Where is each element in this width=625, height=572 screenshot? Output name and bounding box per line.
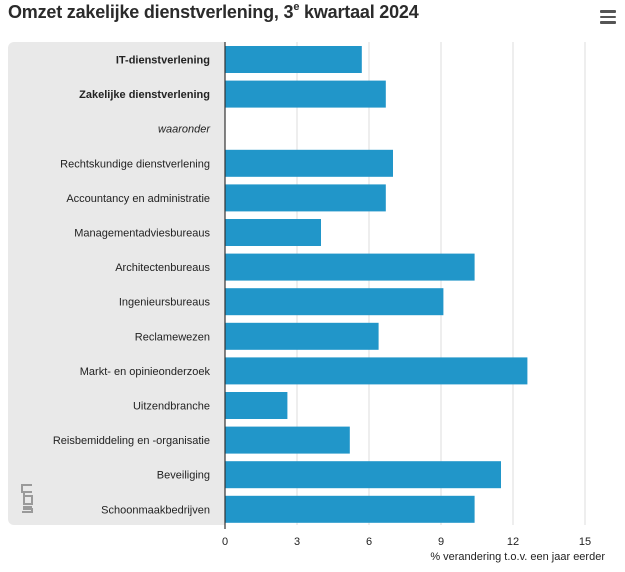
category-label: Architectenbureaus <box>115 262 210 274</box>
bar <box>225 288 444 316</box>
bar <box>225 426 350 454</box>
x-tick-label: 12 <box>507 536 519 548</box>
bar <box>225 184 386 212</box>
bar <box>225 392 288 419</box>
category-label: Schoonmaakbedrijven <box>101 504 210 516</box>
category-label: Managementadviesbureaus <box>74 228 210 240</box>
x-tick-label: 0 <box>222 536 228 548</box>
x-tick-label: 6 <box>366 536 372 548</box>
category-label: Uitzendbranche <box>133 401 210 413</box>
x-tick-label: 15 <box>579 536 591 548</box>
bar <box>225 322 379 350</box>
category-label: Rechtskundige dienstverlening <box>60 158 210 170</box>
hamburger-icon[interactable] <box>600 10 616 24</box>
bar <box>225 253 475 281</box>
bar <box>225 219 321 246</box>
category-label: Beveiliging <box>157 470 210 482</box>
bar <box>225 357 528 385</box>
category-label: Reclamewezen <box>135 331 210 343</box>
bar <box>225 80 386 108</box>
category-label: Accountancy en administratie <box>66 193 210 205</box>
bar <box>225 461 501 489</box>
category-label-panel <box>8 42 225 525</box>
x-tick-label: 3 <box>294 536 300 548</box>
category-label: IT-dienstverlening <box>116 55 210 67</box>
category-label: waaronder <box>158 124 211 136</box>
category-label: Reisbemiddeling en -organisatie <box>53 435 210 447</box>
category-label: Markt- en opinieonderzoek <box>80 366 211 378</box>
category-label: Zakelijke dienstverlening <box>79 89 210 101</box>
page-title: Omzet zakelijke dienstverlening, 3e kwar… <box>8 1 419 22</box>
bar <box>225 495 475 523</box>
cbs-logo <box>21 484 33 513</box>
x-tick-label: 9 <box>438 536 444 548</box>
x-axis-label: % verandering t.o.v. een jaar eerder <box>430 551 605 563</box>
bar <box>225 46 362 73</box>
category-label: Ingenieursbureaus <box>119 297 211 309</box>
bar <box>225 149 393 177</box>
